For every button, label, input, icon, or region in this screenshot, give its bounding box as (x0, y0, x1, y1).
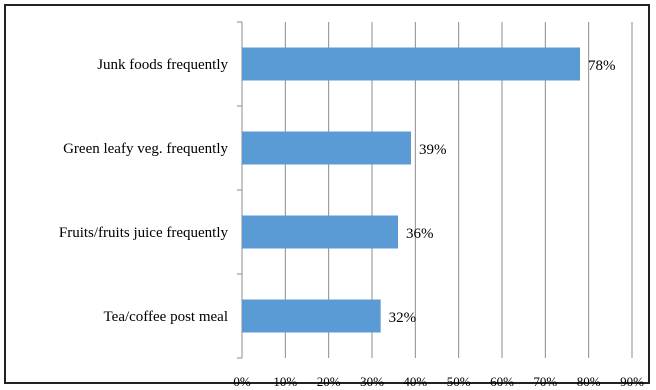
x-tick-label: 70% (533, 374, 557, 389)
category-label: Tea/coffee post meal (104, 309, 228, 325)
data-label: 32% (389, 310, 417, 326)
bar (242, 47, 580, 81)
data-label: 36% (406, 226, 434, 242)
category-label: Fruits/fruits juice frequently (59, 225, 229, 241)
x-tick-label: 10% (273, 374, 297, 389)
x-tick-label: 40% (403, 374, 427, 389)
data-label: 78% (588, 58, 616, 74)
bar (242, 299, 381, 333)
bar (242, 215, 398, 249)
bar (242, 131, 411, 165)
x-tick-label: 30% (360, 374, 384, 389)
x-tick-label: 60% (490, 374, 514, 389)
x-tick-label: 20% (317, 374, 341, 389)
x-tick-label: 50% (447, 374, 471, 389)
category-label: Junk foods frequently (97, 57, 228, 73)
x-tick-label: 0% (233, 374, 251, 389)
x-tick-label: 80% (577, 374, 601, 389)
x-tick-label: 90% (620, 374, 644, 389)
data-label: 39% (419, 142, 447, 158)
category-label: Green leafy veg. frequently (63, 141, 228, 157)
